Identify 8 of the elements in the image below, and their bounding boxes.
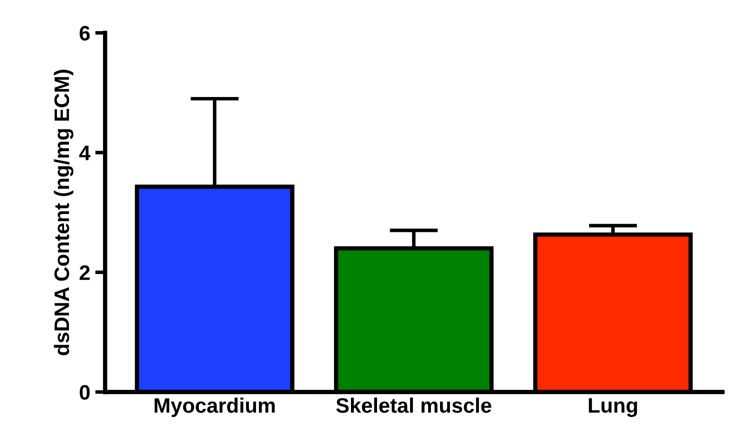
y-tick-label: 0 [80, 385, 90, 400]
y-tick-label: 4 [79, 146, 90, 160]
y-axis-title: dsDNA Content (ng/mg ECM) [54, 70, 74, 356]
x-tick-label: Lung [588, 398, 638, 417]
x-tick-label: Skeletal muscle [336, 398, 492, 413]
x-tick-label: Myocardium [154, 398, 275, 417]
y-tick-label: 2 [80, 265, 90, 280]
y-tick-label: 6 [80, 26, 90, 41]
